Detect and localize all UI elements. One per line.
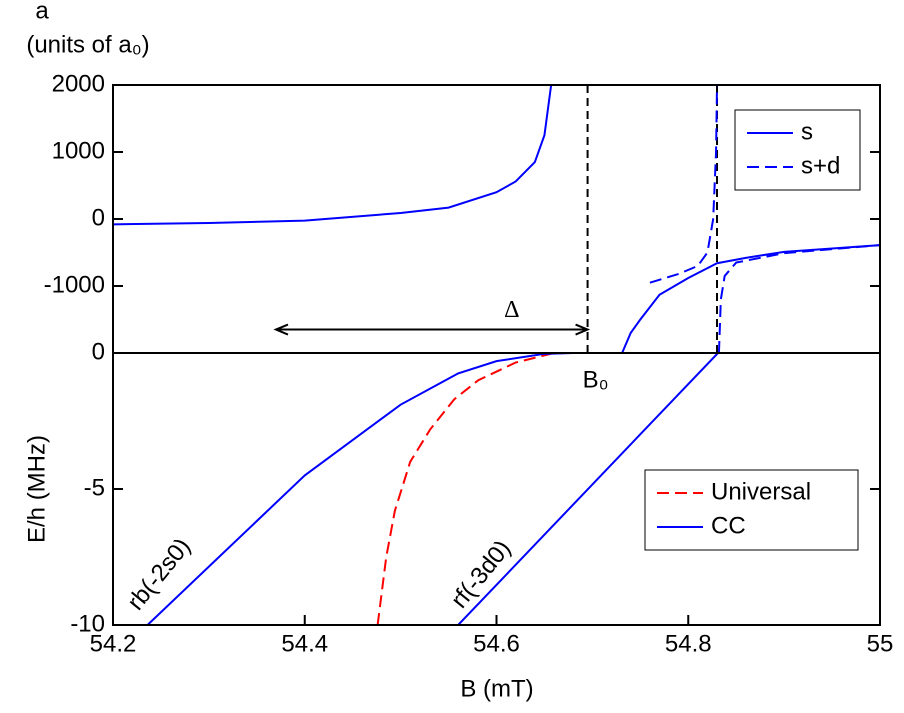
series-line: [113, 85, 880, 353]
y-tick-label: 1000: [52, 137, 105, 164]
x-tick-label: 54.4: [281, 630, 328, 657]
legend-box: [644, 469, 859, 551]
y-tick-label: 0: [92, 338, 105, 365]
arrow-head: [273, 323, 289, 336]
y-tick-label: -5: [84, 474, 105, 501]
legend-label: s+d: [801, 152, 840, 179]
x-tick-label: 55: [867, 630, 894, 657]
series-line: [649, 85, 880, 353]
series-line: [146, 353, 719, 625]
arrow-head: [575, 323, 591, 336]
y-tick-label: -1000: [44, 271, 105, 298]
span-label: Δ: [504, 297, 519, 323]
y-tick-label: 0: [92, 204, 105, 231]
y-axis-label: (units of a₀): [26, 31, 149, 58]
legend-label: Universal: [711, 478, 811, 505]
x-tick-label: 54.2: [90, 630, 137, 657]
y-tick-label: -10: [70, 610, 105, 637]
x-tick-label: 54.6: [473, 630, 520, 657]
series-line: [376, 353, 555, 625]
legend-label: CC: [711, 512, 746, 539]
legend-box: [734, 109, 861, 191]
y-tick-label: 2000: [52, 70, 105, 97]
x-tick-label: 54.8: [665, 630, 712, 657]
plot-frame: [112, 352, 881, 626]
x-axis-label: B (mT): [460, 675, 533, 702]
y-axis-label: E/h (MHz): [23, 435, 50, 543]
marker-label: B₀: [583, 366, 609, 393]
y-axis-label: a: [35, 0, 49, 24]
curve-annotation: rb(-2s0): [122, 533, 196, 615]
legend-label: s: [801, 118, 813, 145]
